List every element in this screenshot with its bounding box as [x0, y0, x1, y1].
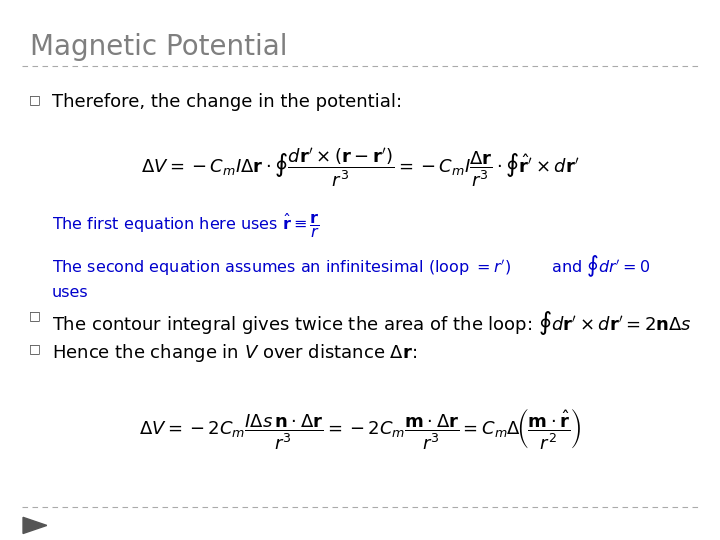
Text: The first equation here uses $\hat{\mathbf{r}} \equiv \dfrac{\mathbf{r}}{r}$: The first equation here uses $\hat{\math… [52, 211, 320, 240]
Text: Magnetic Potential: Magnetic Potential [30, 33, 288, 62]
Text: □: □ [29, 309, 40, 322]
Text: Hence the change in $V$ over distance $\Delta\mathbf{r}$:: Hence the change in $V$ over distance $\… [52, 342, 417, 365]
Text: The contour integral gives twice the area of the loop: $\oint d\mathbf{r}' \time: The contour integral gives twice the are… [52, 309, 692, 337]
Text: The second equation assumes an infinitesimal (loop $= r'$)        and $\oint dr': The second equation assumes an infinites… [52, 254, 650, 280]
Text: Therefore, the change in the potential:: Therefore, the change in the potential: [52, 93, 402, 111]
Polygon shape [23, 517, 47, 534]
Text: $\Delta V = -C_m I \Delta\mathbf{r} \cdot \oint \dfrac{d\mathbf{r}' \times (\mat: $\Delta V = -C_m I \Delta\mathbf{r} \cdo… [140, 146, 580, 188]
Text: □: □ [29, 342, 40, 355]
Text: □: □ [29, 93, 40, 106]
Text: $\Delta V = -2C_m \dfrac{I\Delta s\,\mathbf{n}\cdot\Delta\mathbf{r}}{r^3} = -2C_: $\Delta V = -2C_m \dfrac{I\Delta s\,\mat… [139, 406, 581, 451]
Text: uses: uses [52, 285, 89, 300]
